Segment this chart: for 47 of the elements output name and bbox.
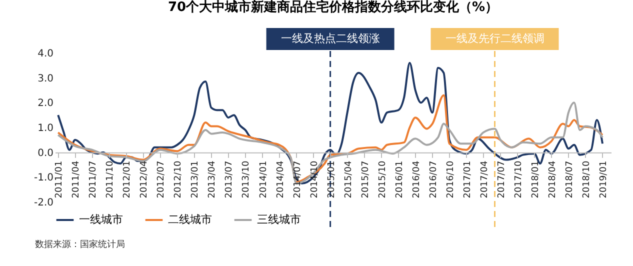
x-tick-label: 2018/10 [582, 160, 592, 198]
y-tick-label: 3.0 [38, 73, 54, 84]
y-tick-label: 4.0 [38, 48, 54, 60]
x-tick-label: 2014/01 [258, 160, 269, 198]
y-tick-label: 2.0 [38, 98, 54, 110]
x-tick-label: 2018/04 [548, 160, 558, 198]
legend-label: 一线城市 [79, 213, 123, 226]
x-tick-label: 2011/10 [106, 160, 116, 198]
x-tick-label: 2014/04 [276, 160, 286, 198]
x-tick-label: 2016/07 [428, 160, 439, 198]
x-tick-label: 2018/07 [564, 160, 575, 198]
x-tick-label: 2017/01 [462, 160, 473, 198]
y-tick-label: 1.0 [38, 123, 54, 134]
x-tick-label: 2016/10 [446, 160, 456, 198]
x-tick-label: 2012/04 [140, 160, 150, 198]
source-note: 数据来源：国家统计局 [35, 239, 125, 250]
x-tick-label: 2013/07 [224, 160, 235, 198]
x-tick-label: 2014/10 [310, 160, 320, 198]
x-tick-label: 2011/04 [72, 160, 82, 198]
x-tick-label: 2016/04 [412, 160, 422, 198]
y-tick-label: -2.0 [34, 198, 54, 208]
x-tick-label: 2011/01 [54, 160, 65, 198]
x-tick-label: 2013/01 [190, 160, 201, 198]
x-tick-label: 2012/07 [156, 160, 167, 198]
x-tick-label: 2015/10 [378, 160, 388, 198]
x-tick-label: 2015/07 [360, 160, 371, 198]
y-tick-label: -1.0 [34, 172, 54, 184]
x-tick-label: 2016/01 [394, 160, 405, 198]
x-tick-label: 2017/10 [514, 160, 524, 198]
x-tick-label: 2014/07 [292, 160, 303, 198]
x-tick-label: 2013/04 [208, 160, 218, 198]
x-tick-label: 2013/10 [242, 160, 252, 198]
ref-line-label: 一线及先行二线领调 [445, 32, 544, 45]
x-tick-label: 2011/07 [88, 160, 99, 198]
ref-line-label: 一线及热点二线领涨 [280, 32, 380, 45]
x-tick-label: 2018/01 [530, 160, 541, 198]
x-tick-label: 2017/04 [480, 160, 490, 198]
legend-label: 三线城市 [257, 213, 301, 226]
y-tick-label: 0.0 [38, 148, 54, 159]
legend-label: 二线城市 [168, 213, 212, 226]
x-tick-label: 2019/01 [598, 160, 609, 198]
chart-title: 70个大中城市新建商品住宅价格指数分线环比变化（%） [168, 0, 498, 15]
x-tick-label: 2015/01 [326, 160, 337, 198]
x-tick-label: 2012/10 [174, 160, 184, 198]
x-tick-label: 2017/07 [496, 160, 507, 198]
x-tick-label: 2012/01 [122, 160, 133, 198]
x-tick-label: 2015/04 [344, 160, 354, 198]
